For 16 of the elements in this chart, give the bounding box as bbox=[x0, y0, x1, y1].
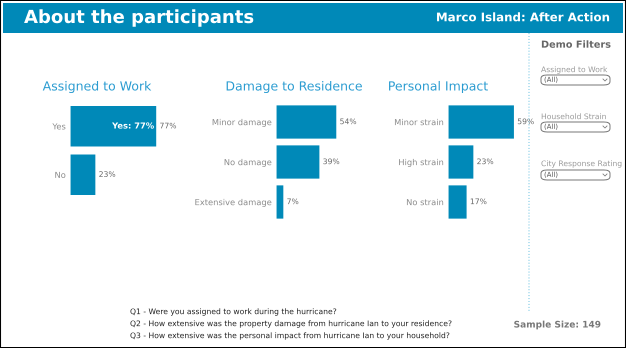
y-tick-label: Minor damage bbox=[212, 118, 272, 127]
y-tick-label: No bbox=[55, 172, 66, 178]
chart-title: Personal Impact bbox=[389, 80, 488, 94]
text: Marco Island: After Action bbox=[437, 12, 610, 22]
y-tick-label: No strain bbox=[406, 198, 444, 206]
y-tick-label: High strain bbox=[399, 158, 444, 167]
text: Sample Size: 149 bbox=[514, 320, 600, 330]
y-tick-label: No damage bbox=[224, 158, 272, 167]
text: About the participants bbox=[24, 9, 254, 27]
annotation: Yes: 77% bbox=[112, 122, 154, 129]
chart-title: Damage to Residence bbox=[226, 80, 362, 94]
y-tick-label: Minor strain bbox=[394, 118, 444, 126]
text: Demo Filters bbox=[542, 40, 611, 48]
chart-title: Assigned to Work bbox=[42, 80, 152, 94]
y-tick-label: Extensive damage bbox=[195, 198, 272, 207]
y-tick-label: Yes bbox=[52, 123, 66, 130]
